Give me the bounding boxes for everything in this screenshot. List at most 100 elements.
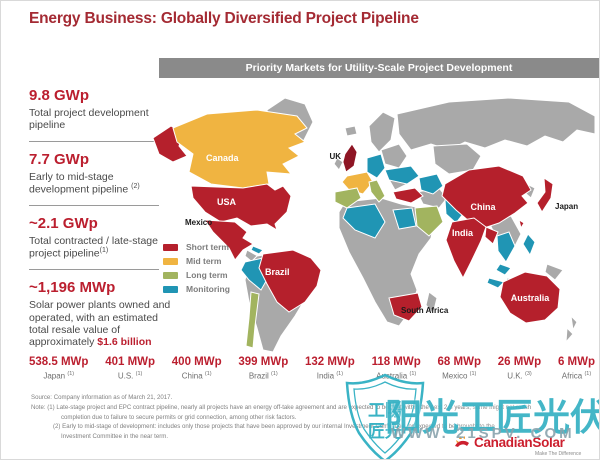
- country-brazil: [258, 249, 322, 313]
- country-value: 118 MWp: [371, 356, 421, 368]
- country-value: 400 MWp: [171, 356, 222, 368]
- stat-desc: Early to mid-stage development pipeline …: [29, 170, 140, 196]
- canadian-solar-logo: CanadianSolar: [453, 434, 565, 450]
- country-new-zealand-south: [565, 326, 574, 344]
- legend-label: Mid term: [186, 256, 222, 266]
- divider: [29, 269, 159, 271]
- legend-label: Short term: [186, 242, 229, 252]
- country-india: [445, 217, 487, 280]
- short-term-swatch: [163, 243, 178, 251]
- country-usa: [190, 183, 292, 232]
- page-title: Energy Business: Globally Diversified Pr…: [29, 10, 419, 27]
- country-philippines: [522, 233, 536, 257]
- country-label: China (1): [181, 371, 212, 381]
- map-label-china: China: [470, 202, 496, 212]
- country-turkey: [392, 187, 424, 204]
- country-italy: [368, 179, 386, 203]
- divider: [29, 140, 159, 142]
- country-label: Africa (1): [561, 371, 592, 381]
- logo-tagline: Make The Difference: [535, 451, 582, 457]
- stat-owned-operated: ~1,196 MWp Solar power plants owned and …: [29, 279, 175, 349]
- country-russia: [396, 97, 596, 151]
- country-canada: [172, 109, 308, 189]
- legend-item-monitoring: Monitoring: [163, 282, 230, 296]
- country-stat-china: 400 MWp China (1): [172, 356, 222, 381]
- country-label: U.S. (1): [117, 371, 143, 381]
- footnote-note2-cont: Investment Committee in the near term.: [61, 433, 169, 440]
- country-ukraine: [384, 165, 420, 185]
- region-caspian: [418, 173, 444, 195]
- region-scandinavia: [368, 111, 396, 153]
- map-label-australia: Australia: [511, 293, 551, 303]
- map-label-uk: UK: [329, 152, 341, 161]
- stat-desc: Total project development pipeline: [29, 107, 149, 132]
- country-stat-africa: 6 MWp Africa (1): [558, 356, 595, 381]
- region-caribbean: [250, 245, 264, 255]
- stat-contracted-late-stage: ~2.1 GWp Total contracted / late-stage p…: [29, 215, 175, 260]
- country-taiwan: [518, 218, 525, 230]
- map-label-usa: USA: [217, 197, 237, 207]
- country-stat-us: 401 MWp U.S. (1): [105, 356, 155, 381]
- stat-desc: Total contracted / late-stage project pi…: [29, 235, 158, 260]
- country-saudi-arabia: [414, 205, 444, 237]
- monitoring-swatch: [163, 285, 178, 293]
- map-label-japan: Japan: [555, 202, 578, 211]
- country-japan: [536, 177, 554, 213]
- legend-item-mid-term: Mid term: [163, 254, 230, 268]
- legend-label: Long term: [186, 270, 228, 280]
- country-label: Mexico (1): [442, 371, 477, 381]
- country-label: U.K. (3): [507, 371, 532, 381]
- country-egypt: [392, 207, 417, 230]
- country-value: 132 MWp: [304, 356, 355, 368]
- watermark-seal: 工陽 匠光: [345, 373, 425, 459]
- region-indonesia-west: [486, 277, 505, 289]
- country-iceland: [344, 125, 358, 137]
- map-banner: Priority Markets for Utility-Scale Proje…: [159, 58, 599, 78]
- country-stat-uk: 26 MWp U.K. (3): [498, 356, 541, 381]
- stat-value: 9.8 GWp: [29, 87, 90, 104]
- stat-value: ~2.1 GWp: [29, 215, 98, 232]
- watermark-url: WWW. 21SPV. COM: [391, 425, 575, 442]
- country-new-zealand-north: [570, 314, 578, 332]
- country-australia: [499, 271, 561, 324]
- stat-total-pipeline: 9.8 GWp Total project development pipeli…: [29, 87, 175, 132]
- country-malaysia: [495, 263, 512, 276]
- country-stat-mexico: 68 MWp Mexico (1): [438, 356, 481, 381]
- country-stats-row: 538.5 MWp Japan (1) 401 MWp U.S. (1) 400…: [29, 356, 595, 381]
- country-algeria: [342, 203, 386, 239]
- country-stat-brazil: 399 MWp Brazil (1): [238, 356, 288, 381]
- country-label: Japan (1): [43, 371, 75, 381]
- country-value: 26 MWp: [497, 356, 542, 368]
- country-thailand: [496, 231, 516, 263]
- mid-term-swatch: [163, 257, 178, 265]
- sun-icon: [455, 436, 469, 447]
- country-chile: [245, 291, 260, 349]
- resale-value-highlight: $1.6 billion: [97, 336, 152, 349]
- country-ireland: [333, 157, 344, 171]
- stat-desc: Solar power plants owned and operated, w…: [29, 299, 171, 349]
- footnote-note2: (2) Early to mid-stage of development: i…: [53, 423, 495, 431]
- seal-text-top: 工陽: [368, 401, 402, 420]
- map-legend: Short term Mid term Long term Monitoring: [163, 240, 230, 296]
- country-mexico: [204, 219, 254, 261]
- map-label-south-africa: South Africa: [401, 306, 449, 315]
- map-label-canada: Canada: [206, 153, 240, 163]
- region-bangladesh: [484, 226, 499, 245]
- map-label-india: India: [452, 228, 474, 238]
- map-label-brazil: Brazil: [265, 267, 290, 277]
- country-value: 399 MWp: [238, 356, 289, 368]
- footnote-source: Source: Company information as of March …: [31, 394, 173, 401]
- country-spain: [334, 187, 362, 209]
- map-label-mexico: Mexico: [185, 218, 212, 227]
- legend-item-long-term: Long term: [163, 268, 230, 282]
- country-value: 68 MWp: [437, 356, 481, 368]
- legend-label: Monitoring: [186, 284, 230, 294]
- country-stat-japan: 538.5 MWp Japan (1): [29, 356, 88, 381]
- country-south-africa: [388, 292, 423, 322]
- country-china: [441, 165, 532, 229]
- country-madagascar: [425, 291, 438, 316]
- divider: [29, 205, 159, 206]
- watermark-brand-text: 阳光工匠光伏网: [385, 396, 599, 439]
- logo-wordmark: CanadianSolar: [474, 434, 565, 450]
